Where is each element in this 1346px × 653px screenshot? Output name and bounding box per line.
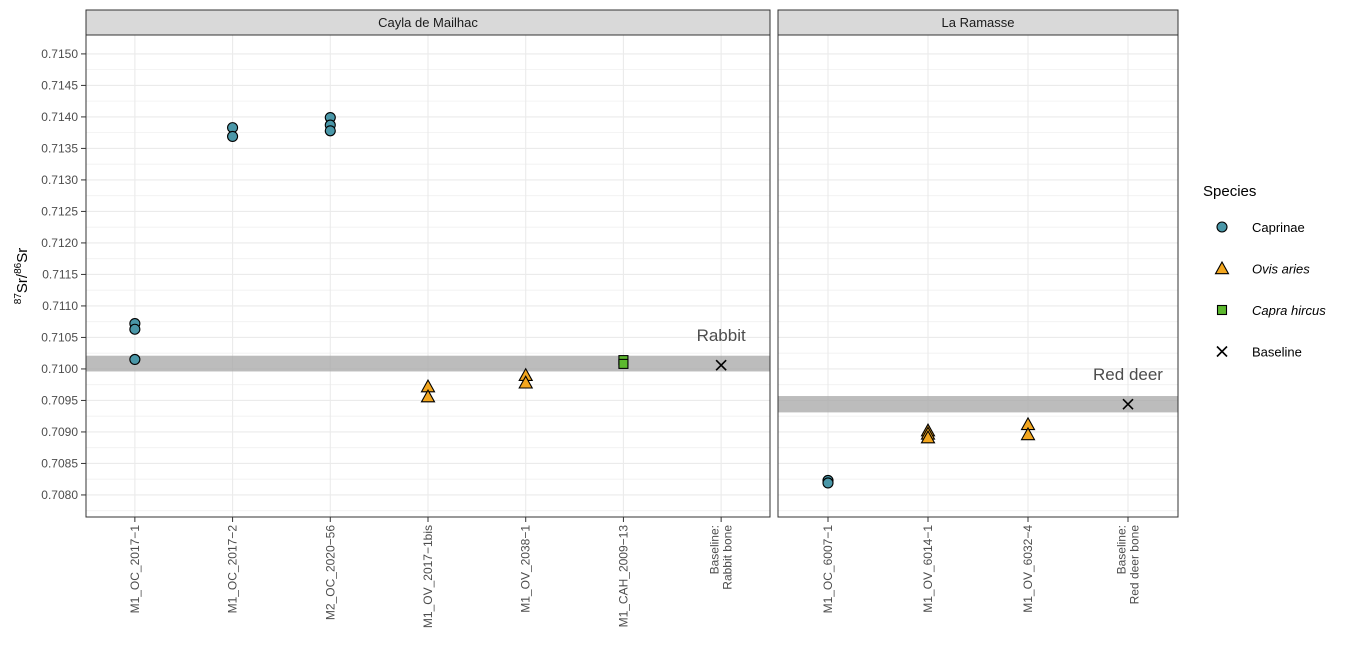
x-tick-label: Baseline: (708, 525, 722, 574)
panel-border (777, 34, 1179, 518)
data-point-stroke-b (1122, 398, 1134, 410)
y-tick-label: 0.7110 (42, 299, 78, 313)
data-point (129, 353, 141, 366)
y-tick-label: 0.7090 (41, 425, 78, 439)
x-tick-label: Red deer bone (1128, 525, 1142, 605)
x-tick-label: M1_OV_6032−4 (1021, 525, 1035, 613)
y-tick-label: 0.7100 (41, 362, 78, 376)
x-tick-label: M1_OV_6014−1 (921, 525, 935, 613)
data-point (1122, 398, 1134, 410)
facet-strip (85, 9, 771, 36)
x-tick-label: M1_OC_2017−1 (128, 525, 142, 614)
y-tick-label: 0.7130 (41, 173, 78, 187)
legend: Species Caprinae Ovis aries Capra hircus Bas… (1203, 183, 1326, 360)
data-point-stroke-b (715, 359, 727, 371)
facet-strip-title: Cayla de Mailhac (378, 15, 478, 30)
data-point (420, 389, 436, 403)
baseline-annotation: Red deer (1093, 365, 1163, 384)
legend-label: Caprinae (1252, 220, 1305, 235)
legend-key-square (1216, 304, 1228, 316)
data-point (715, 359, 727, 371)
y-tick-label: 0.7125 (41, 204, 78, 218)
y-tick-label: 0.7150 (41, 47, 78, 61)
y-tick-label: 0.7085 (41, 456, 78, 470)
y-title-superscript: 86 (13, 262, 24, 274)
legend-key-circle (1216, 221, 1228, 233)
y-tick-label: 0.7095 (41, 393, 78, 407)
legend-key-cross-stroke-b (1216, 345, 1228, 358)
x-tick-label: M1_CAH_2009−13 (616, 525, 630, 628)
x-tick-label: Baseline: (1115, 525, 1129, 574)
facet-strip-title: La Ramasse (942, 15, 1015, 30)
data-point (324, 125, 336, 137)
data-point (518, 375, 534, 389)
y-tick-label: 0.7135 (41, 141, 78, 155)
panel-background (778, 35, 1178, 517)
baseline-annotation: Rabbit (697, 326, 746, 345)
baseline-band (86, 355, 770, 372)
facet-strip (777, 9, 1179, 36)
x-tick-label: M1_OV_2017−1bis (421, 525, 435, 628)
x-tick-label: M2_OC_2020−56 (323, 525, 337, 620)
legend-title: Species (1203, 183, 1256, 200)
x-tick-label: M1_OV_2038−1 (519, 525, 533, 613)
y-tick-label: 0.7145 (41, 78, 78, 92)
legend-label: Baseline (1252, 345, 1302, 360)
y-axis-title: 87Sr/86Sr (13, 248, 31, 304)
y-title-superscript: 87 (13, 293, 24, 305)
y-title-text: Sr/ (14, 273, 31, 293)
baseline-band (778, 396, 1178, 413)
x-tick-label: Rabbit bone (721, 525, 735, 590)
data-point (1020, 426, 1036, 441)
legend-key-cross (1216, 345, 1228, 358)
data-point (227, 130, 239, 142)
legend-key-triangle (1214, 260, 1230, 275)
data-point (618, 358, 629, 369)
data-point (129, 323, 141, 335)
x-tick-label: M1_OC_2017−2 (226, 525, 240, 614)
data-point (822, 477, 834, 489)
legend-label: Capra hircus (1252, 303, 1326, 318)
y-tick-label: 0.7140 (41, 110, 78, 124)
panel-1: La Ramasse Red deer M1_OC_6007−1 M1_OV_6014… (777, 9, 1179, 614)
y-tick-label: 0.7120 (41, 236, 78, 250)
x-tick-label: M1_OC_6007−1 (821, 525, 835, 614)
data-point (920, 429, 936, 444)
y-title-text: Sr (14, 248, 31, 263)
y-axis: 0.7080 0.7085 0.7090 0.7095 0.7100 0.7105 0.71… (41, 47, 86, 502)
y-tick-label: 0.7105 (41, 330, 78, 344)
panel-0: Cayla de Mailhac Rabbit M1_OC_2017−1 M1_OC_… (85, 9, 771, 628)
y-tick-label: 0.7115 (42, 267, 78, 281)
y-tick-label: 0.7080 (41, 488, 78, 502)
legend-label: Ovis aries (1252, 262, 1310, 277)
